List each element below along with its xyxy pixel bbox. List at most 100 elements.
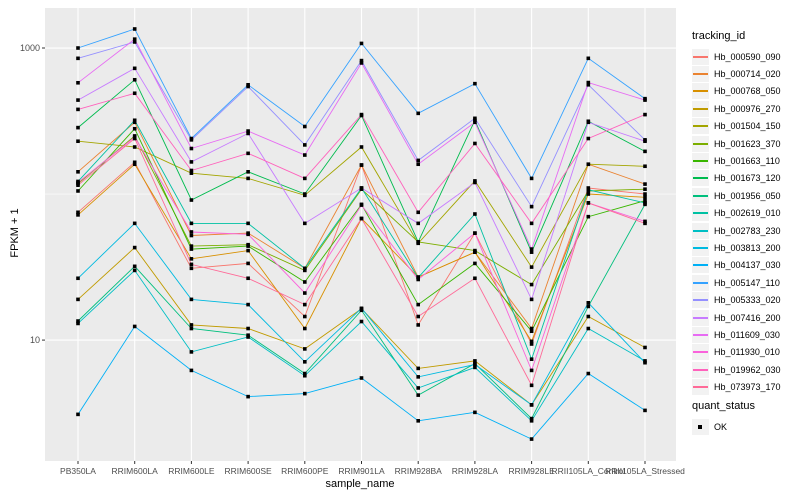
point-marker bbox=[473, 118, 477, 123]
point-marker bbox=[189, 221, 194, 226]
point-marker bbox=[246, 335, 250, 339]
point-marker bbox=[132, 245, 137, 250]
legend-item-label: Hb_003813_200 bbox=[714, 242, 781, 253]
legend-key bbox=[692, 326, 709, 343]
legend-line-icon bbox=[693, 351, 708, 354]
point-marker bbox=[529, 339, 534, 344]
legend-item-Hb_000590_090: Hb_000590_090 bbox=[692, 48, 800, 65]
point-marker bbox=[586, 314, 591, 319]
point-marker bbox=[416, 393, 420, 397]
point-marker bbox=[359, 145, 364, 149]
legend-key bbox=[692, 292, 709, 309]
point-marker bbox=[643, 198, 647, 203]
x-tick-label: RRIM928BA bbox=[395, 466, 443, 476]
point-marker bbox=[76, 98, 80, 102]
point-marker bbox=[473, 261, 477, 266]
legend-key bbox=[692, 66, 709, 83]
point-marker bbox=[586, 201, 591, 205]
point-marker bbox=[189, 368, 194, 373]
point-marker bbox=[586, 301, 591, 305]
legend-key bbox=[692, 257, 709, 274]
point-marker bbox=[132, 77, 137, 82]
legend-item-Hb_001623_370: Hb_001623_370 bbox=[692, 135, 800, 152]
point-marker bbox=[189, 323, 194, 327]
legend-line-icon bbox=[693, 212, 708, 215]
x-tick-label: RRIM600LE bbox=[168, 466, 215, 476]
legend-line-icon bbox=[693, 125, 708, 128]
point-marker bbox=[586, 80, 591, 85]
point-marker bbox=[76, 125, 80, 130]
point-marker bbox=[586, 136, 591, 141]
point-marker bbox=[529, 403, 534, 407]
point-marker bbox=[473, 120, 477, 125]
point-marker bbox=[416, 210, 420, 215]
point-marker bbox=[246, 326, 250, 331]
point-marker bbox=[529, 297, 534, 302]
legend-key bbox=[692, 187, 709, 204]
legend-item-label: Hb_000590_090 bbox=[714, 51, 781, 62]
point-marker bbox=[643, 195, 647, 200]
point-marker bbox=[416, 275, 420, 280]
legend-item-label: Hb_000714_020 bbox=[714, 69, 781, 80]
legend-item-Hb_003813_200: Hb_003813_200 bbox=[692, 239, 800, 256]
x-tick-label: RRII105LA_Stressed bbox=[605, 466, 685, 476]
point-marker bbox=[189, 262, 194, 267]
point-marker-icon bbox=[698, 424, 702, 429]
point-marker bbox=[246, 176, 250, 181]
legend-key bbox=[692, 205, 709, 222]
legend-key bbox=[692, 309, 709, 326]
point-marker bbox=[303, 347, 307, 351]
legend-line-icon bbox=[693, 194, 708, 197]
legend-item-label: Hb_001504_150 bbox=[714, 121, 781, 132]
point-marker bbox=[189, 257, 194, 261]
point-marker bbox=[359, 319, 364, 324]
legend-item-label: Hb_001956_050 bbox=[714, 190, 781, 201]
point-marker bbox=[246, 276, 250, 281]
point-marker bbox=[529, 357, 534, 361]
legend-item-label: Hb_004137_030 bbox=[714, 260, 781, 271]
point-marker bbox=[303, 192, 307, 196]
legend-item-Hb_001504_150: Hb_001504_150 bbox=[692, 118, 800, 135]
point-marker bbox=[189, 198, 194, 202]
y-tick-label: 1000 bbox=[20, 43, 40, 53]
point-marker bbox=[586, 304, 591, 309]
point-marker bbox=[132, 91, 137, 96]
point-marker bbox=[303, 302, 307, 307]
legend-key bbox=[692, 361, 709, 378]
point-marker bbox=[303, 391, 307, 396]
point-marker bbox=[416, 366, 420, 371]
legend-line-icon bbox=[693, 281, 708, 284]
point-marker bbox=[359, 306, 364, 311]
legend-item-label: Hb_073973_170 bbox=[714, 382, 781, 393]
point-marker bbox=[246, 84, 250, 89]
point-marker bbox=[416, 158, 420, 163]
point-marker bbox=[643, 345, 647, 350]
legend-item-Hb_004137_030: Hb_004137_030 bbox=[692, 257, 800, 274]
point-marker bbox=[643, 98, 647, 102]
legend-key bbox=[692, 379, 709, 396]
point-marker bbox=[416, 277, 420, 282]
point-marker bbox=[76, 213, 80, 217]
legend-line-icon bbox=[693, 246, 708, 249]
x-tick-label: RRIM600PE bbox=[281, 466, 329, 476]
point-marker bbox=[132, 136, 137, 141]
point-marker bbox=[76, 139, 80, 144]
legend-item-label: Hb_000976_270 bbox=[714, 103, 781, 114]
legend-key bbox=[692, 274, 709, 291]
legend-item-label: Hb_002783_230 bbox=[714, 225, 781, 236]
legend-tracking-id: tracking_id Hb_000590_090 Hb_000714_020 Hb… bbox=[692, 30, 800, 396]
legend-line-icon bbox=[693, 368, 708, 371]
legend-key bbox=[692, 118, 709, 135]
point-marker bbox=[359, 186, 364, 190]
point-marker bbox=[643, 182, 647, 186]
point-marker bbox=[246, 129, 250, 133]
point-marker bbox=[246, 302, 250, 307]
legend-key bbox=[692, 100, 709, 117]
legend-item-Hb_005147_110: Hb_005147_110 bbox=[692, 274, 800, 291]
legend-item-Hb_005333_020: Hb_005333_020 bbox=[692, 291, 800, 309]
point-marker bbox=[529, 419, 534, 423]
legend-line-icon bbox=[693, 160, 708, 163]
point-marker bbox=[643, 187, 647, 191]
